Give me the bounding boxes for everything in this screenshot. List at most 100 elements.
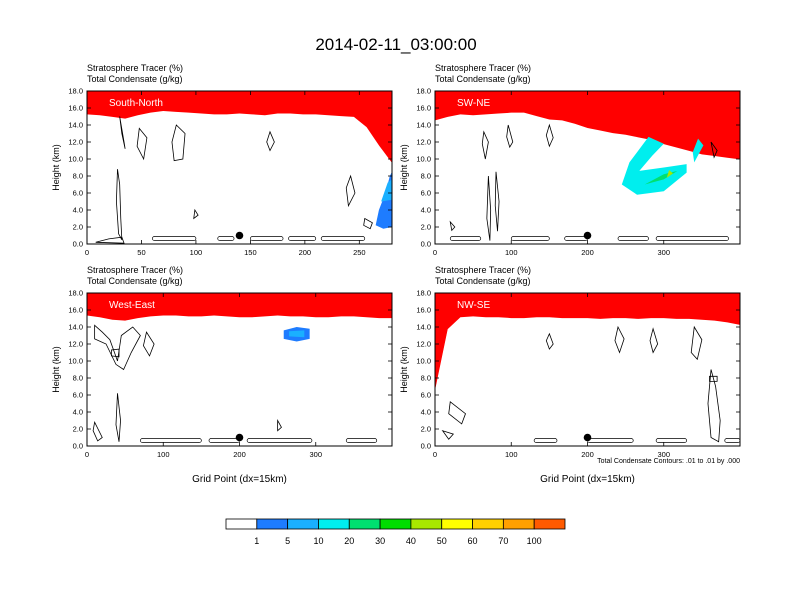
low-cloud-contour-4 (617, 236, 649, 241)
low-cloud-contour-5 (655, 236, 729, 241)
colorbar-label: 30 (375, 536, 385, 546)
colorbar-box-2 (256, 518, 289, 530)
x-tick-label: 50 (137, 248, 145, 257)
panel-title-line2: Total Condensate (g/kg) (87, 276, 183, 286)
y-tick-label: 18.0 (416, 289, 431, 298)
y-tick-label: 14.0 (68, 121, 83, 130)
condensate-contour-7 (266, 130, 275, 152)
low-cloud-contour-1 (140, 438, 202, 443)
y-tick-label: 2.0 (73, 223, 83, 232)
condensate-contour-3 (481, 130, 489, 160)
panel-label: NW-SE (457, 300, 490, 311)
condensate-contour-5 (545, 332, 554, 350)
low-cloud-contour-1 (533, 438, 558, 443)
tracer-blob-2 (289, 330, 305, 338)
plot-area (435, 293, 740, 443)
y-tick-label: 12.0 (68, 340, 83, 349)
plot-area (87, 293, 392, 443)
low-cloud-contour-5 (320, 236, 366, 241)
condensate-contour-3 (119, 116, 126, 149)
low-cloud-contour-4 (345, 438, 378, 443)
low-cloud-contour-1 (152, 236, 197, 241)
x-tick-label: 100 (505, 248, 518, 257)
y-tick-label: 4.0 (421, 206, 431, 215)
condensate-contour-5 (92, 420, 103, 442)
x-axis-label: Grid Point (dx=15km) (540, 474, 635, 485)
y-tick-label: 12.0 (416, 340, 431, 349)
colorbar-box-4 (318, 518, 350, 530)
y-tick-label: 16.0 (416, 104, 431, 113)
y-tick-label: 6.0 (73, 391, 83, 400)
y-tick-label: 0.0 (73, 240, 83, 249)
colorbar-label: 70 (498, 536, 508, 546)
low-cloud-contour-3 (655, 438, 687, 443)
y-tick-label: 14.0 (416, 121, 431, 130)
panel-4: 0.0 2.0 4.0 6.0 8.0 10.0 12.0 14.0 16.0 18.0 0 100 2… (399, 265, 741, 485)
condensate-contour-4 (115, 393, 121, 442)
y-tick-label: 8.0 (73, 172, 83, 181)
y-tick-label: 14.0 (68, 323, 83, 332)
y-tick-label: 14.0 (416, 323, 431, 332)
y-tick-label: 8.0 (73, 374, 83, 383)
condensate-contour-1 (116, 169, 123, 240)
y-tick-label: 2.0 (73, 425, 83, 434)
condensate-contour-8 (193, 208, 199, 220)
condensate-contour-4 (614, 325, 625, 354)
plot-area (435, 91, 740, 241)
x-tick-label: 150 (244, 248, 257, 257)
colorbar: 1 5 10 20 30 40 50 60 70 100 (225, 518, 566, 546)
colorbar-label: 100 (527, 536, 542, 546)
x-tick-label: 0 (433, 248, 437, 257)
plot-frame (86, 90, 393, 245)
condensate-contour-3 (690, 325, 703, 361)
y-tick-label: 10.0 (416, 357, 431, 366)
tracer-blob-4 (692, 138, 704, 163)
panel-title-line1: Stratosphere Tracer (%) (435, 265, 531, 275)
condensate-contour-7 (441, 429, 455, 440)
panel-label: South-North (109, 98, 163, 109)
colorbar-box-7 (410, 518, 443, 530)
tracer-band-11 (87, 91, 392, 163)
panel-label: West-East (109, 300, 155, 311)
x-tick-label: 100 (190, 248, 203, 257)
low-cloud-contour-2 (217, 236, 235, 241)
y-tick-label: 8.0 (421, 172, 431, 181)
y-tick-label: 10.0 (68, 357, 83, 366)
panel-title-line1: Stratosphere Tracer (%) (87, 265, 183, 275)
condensate-contour-3 (111, 348, 120, 358)
y-tick-label: 18.0 (416, 87, 431, 96)
colorbar-label: 5 (285, 536, 290, 546)
low-cloud-contour-1 (449, 236, 482, 241)
y-tick-label: 12.0 (416, 138, 431, 147)
y-axis-label: Height (km) (51, 346, 61, 393)
condensate-contour-1 (486, 175, 492, 241)
condensate-contour-4 (506, 124, 514, 149)
x-tick-label: 300 (309, 450, 322, 459)
y-tick-label: 12.0 (68, 138, 83, 147)
condensate-contour-6 (277, 418, 282, 432)
y-axis-label: Height (km) (399, 144, 409, 191)
low-cloud-contour-3 (246, 438, 313, 443)
colorbar-box-6 (379, 518, 412, 530)
condensate-contour-1 (707, 369, 721, 443)
y-tick-label: 4.0 (73, 408, 83, 417)
x-tick-label: 200 (581, 450, 594, 459)
x-tick-label: 250 (353, 248, 366, 257)
y-tick-label: 8.0 (421, 374, 431, 383)
x-tick-label: 0 (433, 450, 437, 459)
low-cloud-contour-2 (510, 236, 550, 241)
panel-title-line2: Total Condensate (g/kg) (435, 276, 531, 286)
low-cloud-contour-3 (250, 236, 284, 241)
colorbar-label: 1 (254, 536, 259, 546)
tracer-band-11 (87, 293, 392, 321)
y-tick-label: 6.0 (421, 189, 431, 198)
condensate-contour-5 (545, 123, 554, 148)
colorbar-label: 60 (468, 536, 478, 546)
condensate-contour-8 (649, 327, 659, 354)
x-tick-label: 300 (657, 450, 670, 459)
condensate-contour-2 (95, 236, 125, 244)
location-marker (583, 433, 592, 442)
x-tick-label: 100 (157, 450, 170, 459)
colorbar-box-10 (502, 518, 535, 530)
colorbar-label: 40 (406, 536, 416, 546)
